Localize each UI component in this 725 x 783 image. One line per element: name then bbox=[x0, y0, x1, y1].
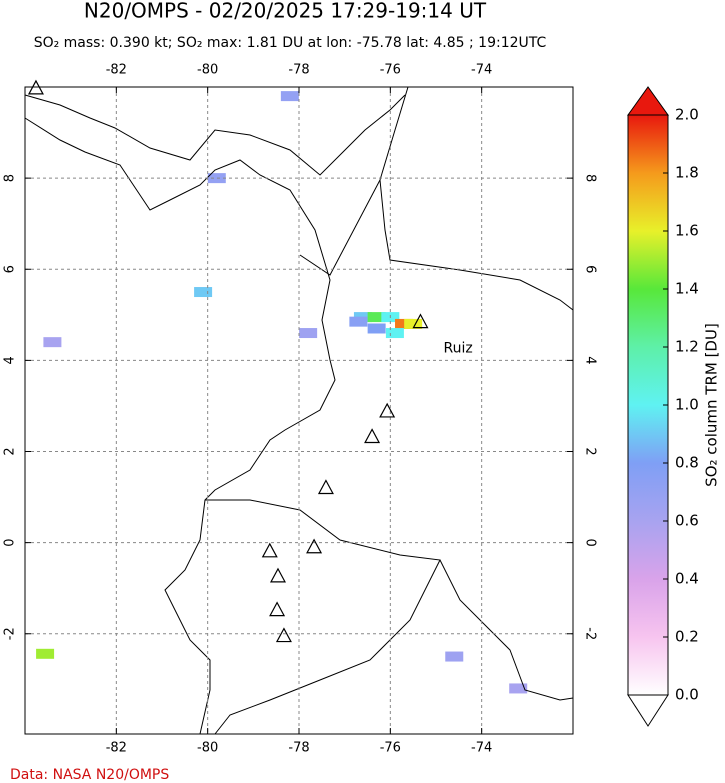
coastlines bbox=[24, 86, 574, 735]
x-tick-label: -78 bbox=[288, 741, 309, 756]
so2-pixel bbox=[367, 323, 386, 334]
volcano bbox=[317, 479, 334, 495]
volcano bbox=[379, 402, 396, 418]
y-tick-label: 8 bbox=[583, 174, 598, 182]
x-tick-label: -76 bbox=[380, 741, 401, 756]
volcano bbox=[269, 601, 286, 617]
y-tick-label: -2 bbox=[3, 627, 18, 640]
map-frame bbox=[24, 86, 574, 735]
colorbar-tick-label: 0.4 bbox=[675, 570, 699, 588]
volcano bbox=[27, 79, 44, 95]
colorbar-tick-label: 1.8 bbox=[675, 164, 699, 182]
volcano bbox=[261, 542, 278, 558]
so2-pixel bbox=[299, 328, 318, 339]
x-tick-label: -74 bbox=[471, 63, 492, 78]
x-tick-label: -78 bbox=[288, 63, 309, 78]
so2-pixel bbox=[194, 287, 213, 298]
colorbar-tick-label: 1.0 bbox=[675, 396, 699, 414]
so2-pixel bbox=[36, 648, 55, 659]
x-tick-label: -80 bbox=[197, 63, 218, 78]
x-tick-label: -80 bbox=[197, 741, 218, 756]
so2-pixel bbox=[509, 683, 528, 694]
so2-pixel bbox=[207, 173, 226, 184]
y-tick-label: 0 bbox=[3, 538, 18, 546]
so2-pixel bbox=[349, 316, 368, 327]
colorbar-tick-label: 0.0 bbox=[675, 686, 699, 704]
data-source: Data: NASA N20/OMPS bbox=[10, 767, 169, 783]
colorbar bbox=[627, 114, 669, 696]
volcano-label: Ruiz bbox=[443, 341, 472, 357]
y-tick-label: -2 bbox=[583, 627, 598, 640]
map-background bbox=[25, 87, 573, 734]
y-tick-label: 4 bbox=[3, 356, 18, 364]
volcano bbox=[269, 567, 286, 583]
y-tick-label: 6 bbox=[583, 265, 598, 273]
so2-pixel bbox=[385, 328, 404, 339]
colorbar-label: SO₂ column TRM [DU] bbox=[703, 323, 721, 487]
colorbar-tick-label: 2.0 bbox=[675, 106, 699, 124]
x-tick-label: -76 bbox=[380, 63, 401, 78]
y-tick-label: 2 bbox=[583, 447, 598, 455]
colorbar-tick-label: 1.4 bbox=[675, 280, 699, 298]
subtitle: SO₂ mass: 0.390 kt; SO₂ max: 1.81 DU at … bbox=[34, 35, 547, 51]
colorbar-tick-label: 0.6 bbox=[675, 512, 699, 530]
so2-pixel bbox=[43, 337, 62, 348]
so2-pixel bbox=[280, 91, 299, 102]
volcano bbox=[275, 627, 292, 643]
so2-pixel bbox=[367, 312, 386, 323]
y-tick-label: 0 bbox=[583, 538, 598, 546]
volcano bbox=[364, 428, 381, 444]
colorbar-extend-max bbox=[627, 86, 669, 116]
y-tick-label: 8 bbox=[3, 174, 18, 182]
colorbar-tick-label: 1.6 bbox=[675, 222, 699, 240]
title: N20/OMPS - 02/20/2025 17:29-19:14 UT bbox=[84, 0, 487, 23]
y-tick-label: 4 bbox=[583, 356, 598, 364]
colorbar-tick-label: 1.2 bbox=[675, 338, 699, 356]
x-tick-label: -82 bbox=[106, 63, 127, 78]
x-tick-label: -82 bbox=[106, 741, 127, 756]
so2-pixel bbox=[395, 318, 414, 329]
colorbar-extend-min bbox=[627, 694, 669, 727]
so2-pixel bbox=[404, 318, 423, 329]
y-tick-label: 2 bbox=[3, 447, 18, 455]
volcano bbox=[412, 313, 429, 329]
x-tick-label: -74 bbox=[471, 741, 492, 756]
y-tick-label: 6 bbox=[3, 265, 18, 273]
so2-pixel bbox=[445, 651, 464, 662]
colorbar-tick-label: 0.8 bbox=[675, 454, 699, 472]
volcano bbox=[306, 538, 323, 554]
colorbar-tick-label: 0.2 bbox=[675, 628, 699, 646]
